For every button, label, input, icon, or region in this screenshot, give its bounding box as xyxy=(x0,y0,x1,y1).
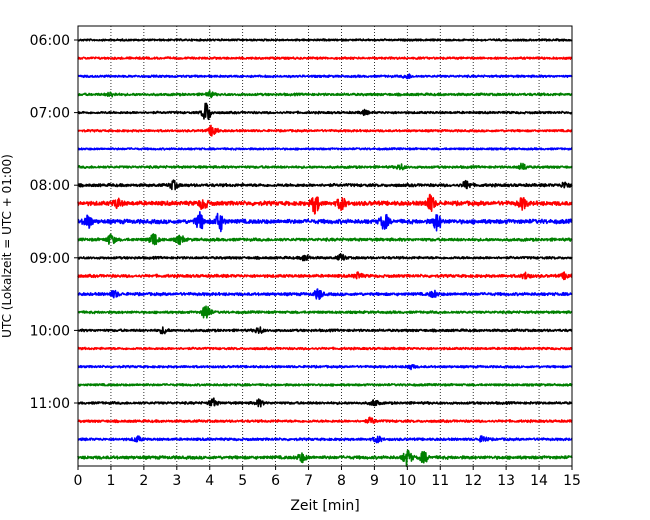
trace-0900 xyxy=(77,253,573,262)
x-axis-label: Zeit [min] xyxy=(290,498,359,514)
trace-0630 xyxy=(77,73,573,80)
trace-0815 xyxy=(77,193,573,215)
x-tick-label: 3 xyxy=(172,473,181,489)
trace-0830 xyxy=(77,211,573,233)
x-tick-label: 7 xyxy=(304,473,313,489)
trace-0945 xyxy=(77,305,573,319)
trace-0715 xyxy=(77,124,573,137)
trace-0915 xyxy=(77,271,573,281)
x-tick-label: 6 xyxy=(271,473,280,489)
trace-0730 xyxy=(77,147,573,151)
trace-0745 xyxy=(77,162,573,171)
trace-1115 xyxy=(77,416,573,424)
x-tick-label: 10 xyxy=(398,473,416,489)
y-tick-label: 10:00 xyxy=(30,323,70,339)
x-tick-label: 15 xyxy=(563,473,581,489)
x-axis-ticks: 0 1 2 3 4 5 6 7 8 9 10 11 12 13 14 15 xyxy=(74,466,581,489)
y-tick-label: 11:00 xyxy=(30,396,70,412)
x-tick-label: 1 xyxy=(106,473,115,489)
x-tick-label: 2 xyxy=(139,473,148,489)
x-tick-label: 4 xyxy=(205,473,214,489)
x-tick-label: 0 xyxy=(74,473,83,489)
trace-0800 xyxy=(77,179,573,191)
trace-0845 xyxy=(77,233,573,246)
trace-1130 xyxy=(77,435,573,444)
x-tick-label: 5 xyxy=(238,473,247,489)
trace-1000 xyxy=(77,326,573,335)
y-tick-label: 07:00 xyxy=(30,106,70,122)
trace-0615 xyxy=(77,56,573,61)
trace-1030 xyxy=(77,364,573,371)
trace-0600 xyxy=(77,38,573,42)
y-axis-label: UTC (Lokalzeit = UTC + 01:00) xyxy=(0,154,14,338)
trace-1045 xyxy=(77,382,573,387)
trace-1015 xyxy=(77,346,573,351)
trace-0930 xyxy=(77,288,573,301)
trace-1100 xyxy=(77,397,573,408)
x-tick-label: 11 xyxy=(431,473,449,489)
x-tick-label: 13 xyxy=(497,473,515,489)
trace-0700 xyxy=(77,102,573,121)
x-tick-label: 14 xyxy=(530,473,548,489)
trace-1145 xyxy=(77,449,573,468)
vertical-gridlines xyxy=(110,26,540,466)
y-tick-label: 08:00 xyxy=(30,178,70,194)
y-tick-label: 09:00 xyxy=(30,251,70,267)
x-tick-label: 9 xyxy=(370,473,379,489)
trace-0645 xyxy=(77,90,573,99)
y-tick-label: 06:00 xyxy=(30,33,70,49)
x-tick-label: 8 xyxy=(337,473,346,489)
seismic-traces xyxy=(77,38,573,468)
x-tick-label: 12 xyxy=(464,473,482,489)
plot-frame xyxy=(77,25,573,467)
y-axis-ticks: 06:00 07:00 08:00 09:00 10:00 11:00 xyxy=(30,33,78,412)
